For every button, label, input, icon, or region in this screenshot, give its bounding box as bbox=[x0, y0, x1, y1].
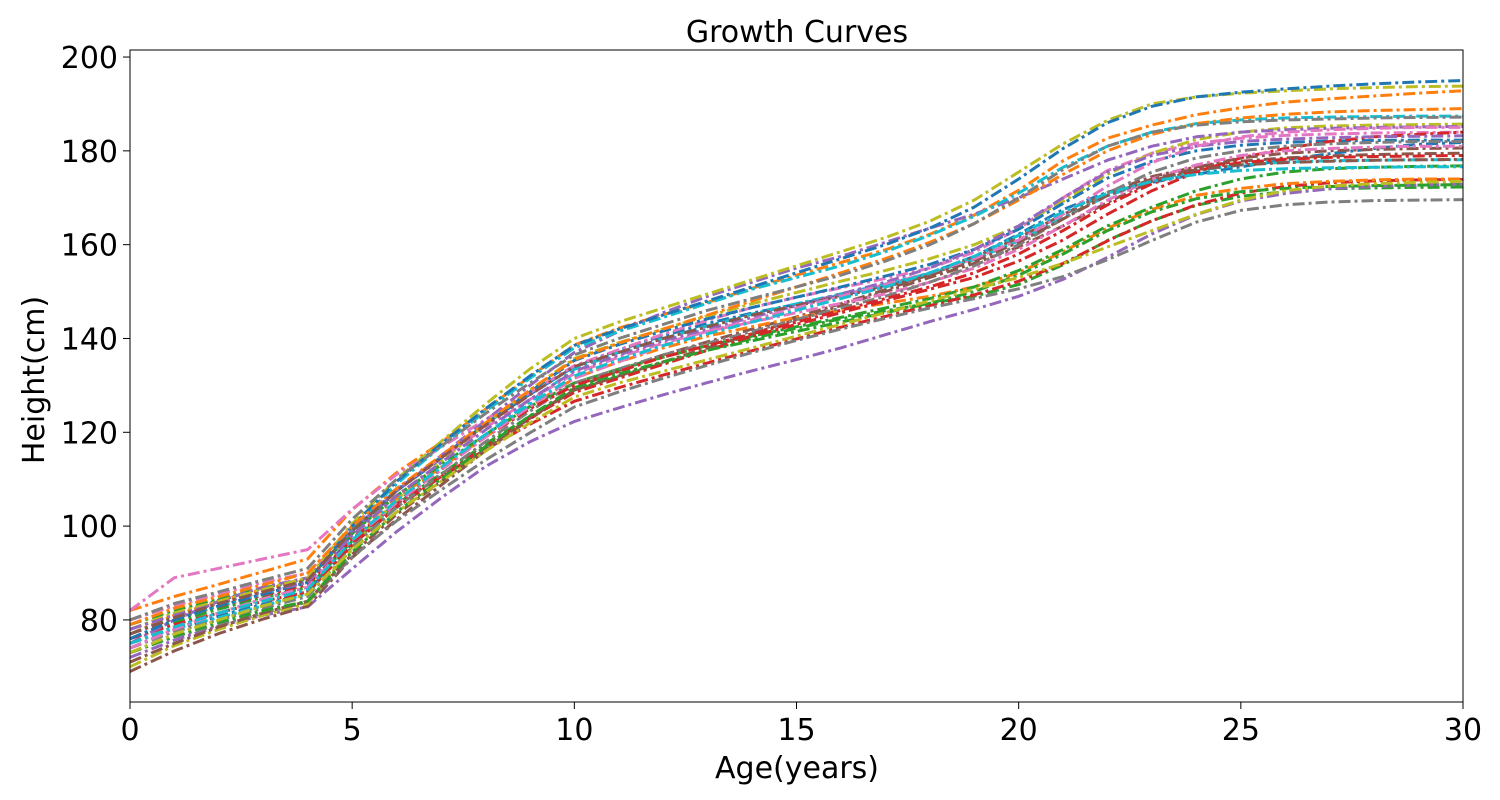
series-line-19 bbox=[129, 84, 1464, 631]
series-line-26 bbox=[129, 157, 1464, 636]
x-tick-label: 25 bbox=[1222, 713, 1260, 748]
plot-area bbox=[129, 79, 1464, 673]
series-line-30 bbox=[129, 165, 1463, 645]
y-axis: 80 100 120 140 160 180 200 bbox=[61, 41, 130, 639]
series-line-13 bbox=[129, 164, 1464, 627]
series-line-29 bbox=[129, 179, 1464, 655]
x-tick-label: 20 bbox=[1000, 713, 1038, 748]
series-line-6 bbox=[129, 151, 1464, 673]
x-tick-label: 10 bbox=[555, 713, 593, 748]
x-tick-label: 0 bbox=[120, 713, 139, 748]
y-tick-label: 120 bbox=[61, 416, 118, 451]
series-line-2 bbox=[129, 89, 1464, 612]
x-axis: 0 5 10 15 20 25 30 bbox=[120, 702, 1482, 748]
chart-title: Growth Curves bbox=[686, 15, 908, 50]
series-line-9 bbox=[129, 122, 1464, 669]
x-tick-label: 30 bbox=[1444, 713, 1482, 748]
y-tick-label: 200 bbox=[61, 41, 118, 76]
series-line-16 bbox=[129, 146, 1464, 664]
series-line-15 bbox=[129, 125, 1464, 645]
series-line-10 bbox=[129, 158, 1463, 645]
series-line-25 bbox=[129, 134, 1464, 631]
x-axis-label: Age(years) bbox=[715, 751, 879, 786]
series-line-22 bbox=[129, 107, 1464, 627]
series-line-5 bbox=[129, 182, 1464, 659]
y-tick-label: 160 bbox=[61, 229, 118, 264]
series-line-23 bbox=[129, 183, 1464, 655]
series-line-11 bbox=[129, 138, 1463, 631]
series-line-24 bbox=[129, 154, 1464, 645]
series-line-21 bbox=[129, 79, 1464, 641]
series-line-28 bbox=[129, 115, 1464, 622]
series-line-18 bbox=[129, 140, 1463, 650]
x-tick-label: 15 bbox=[777, 713, 815, 748]
y-tick-label: 140 bbox=[61, 322, 118, 357]
series-line-8 bbox=[129, 198, 1464, 655]
series-line-7 bbox=[129, 130, 1464, 612]
y-tick-label: 80 bbox=[80, 604, 118, 639]
series-line-27 bbox=[129, 125, 1463, 650]
x-tick-label: 5 bbox=[343, 713, 362, 748]
y-tick-label: 100 bbox=[61, 510, 118, 545]
series-line-3 bbox=[129, 185, 1464, 641]
y-axis-label: Height(cm) bbox=[17, 296, 52, 464]
series-line-12 bbox=[129, 177, 1463, 636]
y-tick-label: 180 bbox=[61, 135, 118, 170]
